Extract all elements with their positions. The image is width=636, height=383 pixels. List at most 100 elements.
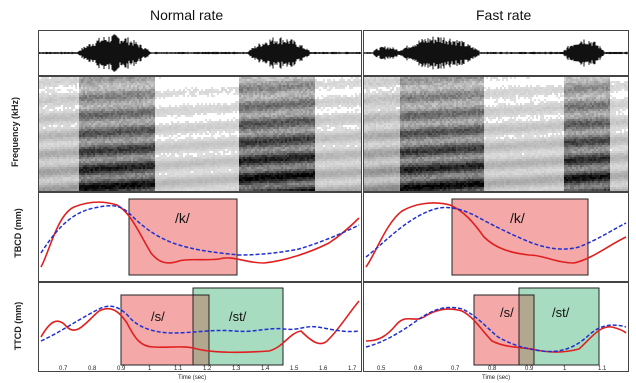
spectrogram-cell [55, 103, 57, 105]
spectrogram-cell [147, 131, 149, 133]
spectrogram-cell [167, 189, 169, 191]
spectrogram-cell [127, 155, 129, 157]
spectrogram-cell [147, 187, 149, 189]
spectrogram-cell [103, 183, 105, 185]
spectrogram-cell [151, 147, 153, 149]
spectrogram-cell [231, 147, 233, 149]
spectrogram-cell [175, 141, 177, 143]
spectrogram-cell [207, 111, 209, 113]
spectrogram-cell [65, 143, 67, 145]
spectrogram-cell [117, 187, 119, 189]
spectrogram-cell [201, 141, 203, 143]
spectrogram-cell [199, 139, 201, 141]
waveform-normal-svg [39, 34, 361, 72]
spectrogram-cell [181, 185, 183, 187]
spectrogram-cell [67, 157, 69, 159]
spectrogram-cell [123, 125, 125, 127]
spectrogram-cell [131, 167, 133, 169]
spectrogram-cell [217, 183, 219, 185]
spectrogram-cell [133, 101, 135, 103]
spectrogram-cell [239, 127, 241, 129]
spectrogram-cell [137, 187, 139, 189]
spectrogram-cell [57, 129, 59, 131]
spectrogram-cell [141, 95, 143, 97]
spectrogram-cell [107, 81, 109, 83]
spectrogram-cell [147, 129, 149, 131]
spectrogram-cell [145, 85, 147, 87]
spectrogram-cell [103, 175, 105, 177]
spectrogram-cell [187, 125, 189, 127]
spectrogram-cell [47, 95, 49, 97]
spectrogram-cell [177, 91, 179, 93]
spectrogram-cell [39, 155, 41, 157]
spectrogram-cell [99, 123, 101, 125]
spectrogram-cell [141, 177, 143, 179]
spectrogram-cell [61, 111, 63, 113]
spectrogram-cell [57, 167, 59, 169]
spectrogram-cell [131, 113, 133, 115]
spectrogram-cell [57, 157, 59, 159]
spectrogram-cell [109, 81, 111, 83]
spectrogram-cell [149, 91, 151, 93]
spectrogram-cell [75, 101, 77, 103]
spectrogram-cell [141, 183, 143, 185]
spectrogram-cell [195, 89, 197, 91]
spectrogram-cell [43, 79, 45, 81]
spectrogram-cell [59, 129, 61, 131]
spectrogram-cell [83, 165, 85, 167]
spectrogram-cell [63, 175, 65, 177]
spectrogram-cell [115, 89, 117, 91]
spectrogram-cell [143, 173, 145, 175]
spectrogram-cell [213, 181, 215, 183]
spectrogram-cell [223, 125, 225, 127]
spectrogram-cell [51, 153, 53, 155]
spectrogram-cell [93, 113, 95, 115]
spectrogram-cell [215, 161, 217, 163]
spectrogram-cell [139, 105, 141, 107]
spectrogram-cell [213, 155, 215, 157]
spectrogram-cell [73, 115, 75, 117]
spectrogram-cell [133, 147, 135, 149]
spectrogram-cell [101, 149, 103, 151]
spectrogram-cell [53, 167, 55, 169]
spectrogram-cell [189, 111, 191, 113]
spectrogram-cell [205, 147, 207, 149]
spectrogram-cell [83, 127, 85, 129]
spectrogram-cell [95, 127, 97, 129]
spectrogram-cell [65, 121, 67, 123]
spectrogram-cell [237, 183, 239, 185]
spectrogram-cell [121, 175, 123, 177]
spectrogram-cell [201, 159, 203, 161]
spectrogram-cell [141, 77, 143, 79]
spectrogram-cell [191, 127, 193, 129]
spectrogram-cell [223, 149, 225, 151]
spectrogram-cell [179, 173, 181, 175]
spectrogram-cell [89, 123, 91, 125]
spectrogram-cell [45, 139, 47, 141]
spectrogram-cell [51, 149, 53, 151]
spectrogram-cell [145, 165, 147, 167]
spectrogram-cell [205, 159, 207, 161]
spectrogram-cell [91, 105, 93, 107]
spectrogram-cell [199, 107, 201, 109]
spectrogram-cell [59, 167, 61, 169]
spectrogram-cell [187, 171, 189, 173]
spectrogram-cell [131, 89, 133, 91]
spectrogram-cell [75, 111, 77, 113]
spectrogram-cell [77, 147, 79, 149]
spectrogram-cell [149, 129, 151, 131]
spectrogram-cell [69, 167, 71, 169]
spectrogram-cell [239, 85, 241, 87]
spectrogram-cell [237, 103, 239, 105]
spectrogram-cell [135, 189, 137, 191]
spectrogram-cell [223, 167, 225, 169]
spectrogram-cell [165, 141, 167, 143]
spectrogram-cell [139, 165, 141, 167]
spectrogram-cell [95, 139, 97, 141]
spectrogram-cell [85, 105, 87, 107]
spectrogram-cell [99, 183, 101, 185]
spectrogram-cell [103, 103, 105, 105]
spectrogram-cell [95, 115, 97, 117]
spectrogram-cell [51, 123, 53, 125]
spectrogram-cell [67, 79, 69, 81]
